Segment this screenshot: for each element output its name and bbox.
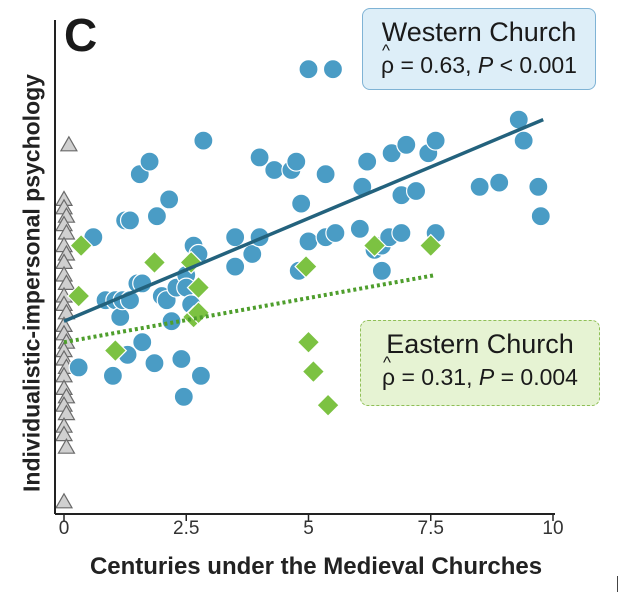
triangle-point-5 <box>57 223 76 240</box>
western-point-57 <box>391 222 412 244</box>
western-point-66 <box>513 130 534 151</box>
western-point-17 <box>146 206 168 227</box>
western-point-24 <box>173 386 194 407</box>
legend-eastern-name: Eastern Church <box>386 329 574 359</box>
eastern-point-10 <box>301 359 326 384</box>
eastern-point-12 <box>362 233 387 258</box>
legend-eastern: Eastern Church ρ = 0.31, P = 0.004 <box>360 320 600 406</box>
western-point-61 <box>425 130 446 151</box>
triangle-point-27 <box>57 437 76 454</box>
western-church-points <box>68 59 551 407</box>
western-point-36 <box>249 147 270 168</box>
western-point-39 <box>286 151 307 172</box>
eastern-point-2 <box>103 338 128 363</box>
legend-western-stat: ρ = 0.63, P < 0.001 <box>363 41 595 79</box>
western-point-43 <box>298 59 319 80</box>
rho-hat-symbol: ρ <box>381 41 394 79</box>
western-point-42 <box>298 231 319 252</box>
rho-hat-symbol: ρ <box>382 353 395 391</box>
western-point-64 <box>489 172 510 193</box>
legend-western: Western Church ρ = 0.63, P < 0.001 <box>362 8 596 90</box>
western-point-10 <box>119 210 141 231</box>
western-point-45 <box>315 164 336 185</box>
eastern-point-3 <box>142 250 167 275</box>
western-point-4 <box>102 365 124 386</box>
x-axis-label: Centuries under the Medieval Churches <box>89 553 543 580</box>
eastern-fit-line <box>63 273 436 345</box>
eastern-point-1 <box>66 284 91 308</box>
western-point-31 <box>193 130 214 151</box>
western-fit-line <box>63 117 544 323</box>
eastern-point-11 <box>316 393 340 418</box>
western-point-32 <box>225 227 246 248</box>
western-point-15 <box>139 151 160 172</box>
text-cursor <box>617 576 618 592</box>
western-point-63 <box>469 176 490 197</box>
western-point-59 <box>405 180 427 202</box>
triangle-point-28 <box>54 492 74 509</box>
x-tick-label-3: 7.5 <box>417 518 444 539</box>
fit-lines <box>63 117 544 345</box>
eastern-church-points <box>66 233 443 418</box>
y-axis-label: Individualistic-impersonal psychology <box>18 74 45 492</box>
triangle-point-10 <box>57 274 76 290</box>
legend-eastern-rho: = 0.31, <box>395 364 479 390</box>
p-symbol: P <box>478 364 495 390</box>
western-point-37 <box>264 159 285 181</box>
western-point-68 <box>530 206 551 227</box>
legend-eastern-stat: ρ = 0.31, P = 0.004 <box>361 353 599 391</box>
x-tick-label-1: 2.5 <box>173 518 200 539</box>
western-point-5 <box>110 306 131 328</box>
eastern-point-7 <box>186 300 211 325</box>
western-point-23 <box>171 348 192 370</box>
western-point-0 <box>68 357 89 378</box>
western-point-34 <box>242 243 263 265</box>
western-point-14 <box>132 332 153 353</box>
no-church-points <box>54 135 78 509</box>
panel-label: C <box>64 9 98 61</box>
legend-western-name: Western Church <box>381 17 577 47</box>
eastern-point-9 <box>296 330 321 355</box>
eastern-point-13 <box>418 233 443 258</box>
western-point-33 <box>225 256 246 277</box>
western-point-16 <box>144 353 165 374</box>
triangle-point-26 <box>54 425 74 442</box>
x-tick-label-0: 0 <box>58 518 70 539</box>
triangle-point-24 <box>57 404 76 421</box>
p-symbol: P <box>477 52 494 78</box>
axes <box>54 20 555 521</box>
eastern-point-5 <box>186 275 211 300</box>
western-point-40 <box>291 193 312 214</box>
western-point-48 <box>349 218 370 239</box>
western-point-53 <box>371 260 392 281</box>
eastern-point-0 <box>69 233 93 258</box>
eastern-point-4 <box>179 250 203 275</box>
x-tick-label-4: 10 <box>542 518 564 539</box>
legend-eastern-p: = 0.004 <box>494 364 578 390</box>
western-point-67 <box>528 176 549 197</box>
western-point-47 <box>325 222 346 244</box>
western-point-30 <box>190 365 212 386</box>
eastern-point-8 <box>294 254 318 279</box>
western-point-50 <box>357 151 378 172</box>
western-point-46 <box>322 59 344 80</box>
legend-western-p: < 0.001 <box>493 52 577 78</box>
x-tick-label-2: 5 <box>303 518 314 539</box>
legend-western-rho: = 0.63, <box>394 52 478 78</box>
triangle-point-0 <box>59 135 78 152</box>
western-point-20 <box>159 189 180 210</box>
western-point-58 <box>396 134 417 155</box>
x-axis-label-wrap: Centuries under the Medieval Churches <box>0 553 620 581</box>
